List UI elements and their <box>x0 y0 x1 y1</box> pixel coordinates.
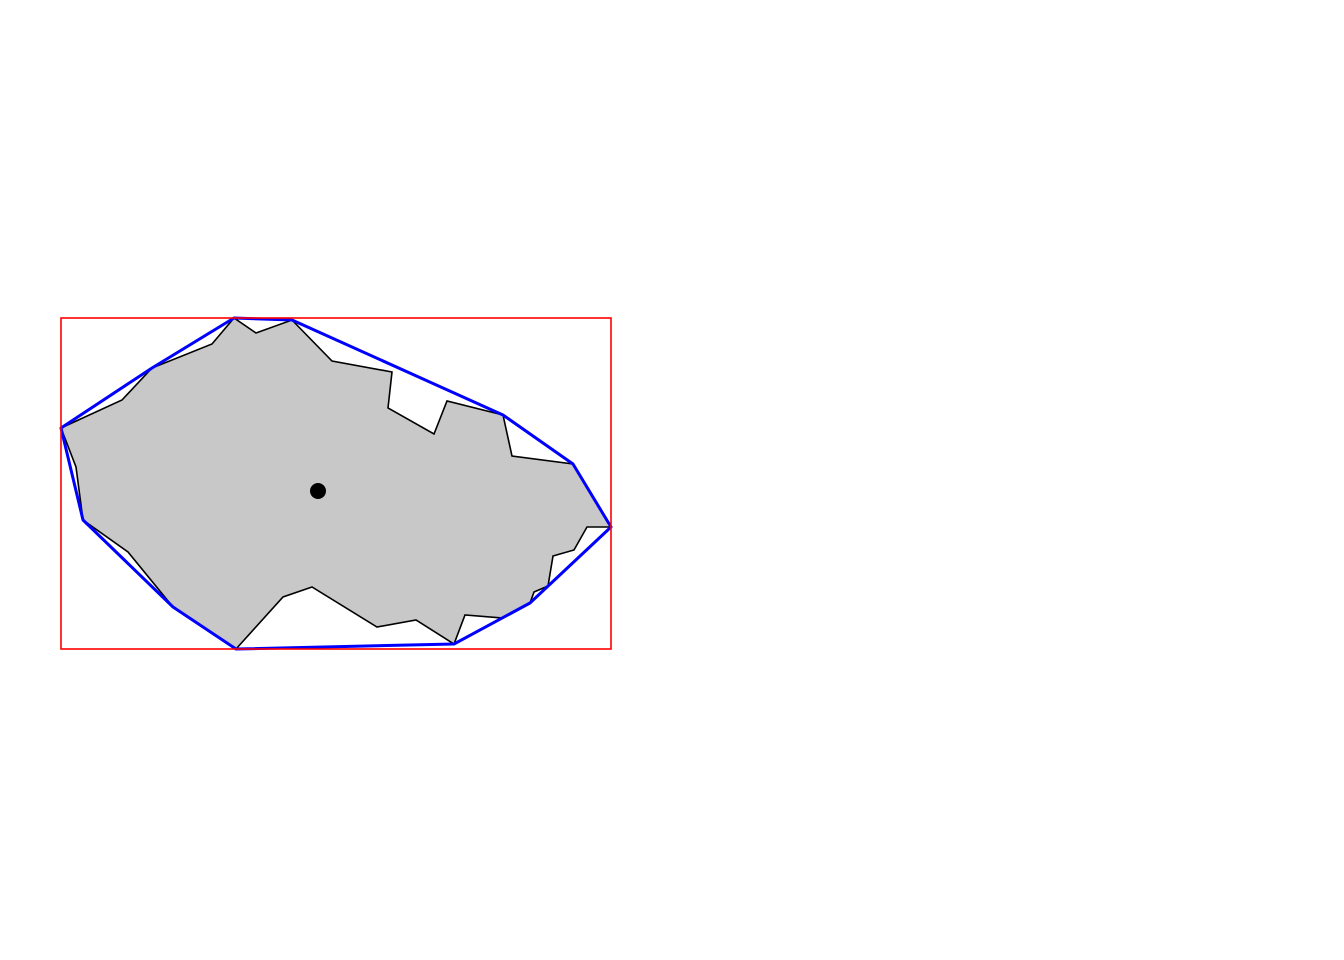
polygon-shape <box>59 316 613 651</box>
centroid-point <box>310 483 326 499</box>
bounding-box <box>60 317 612 650</box>
